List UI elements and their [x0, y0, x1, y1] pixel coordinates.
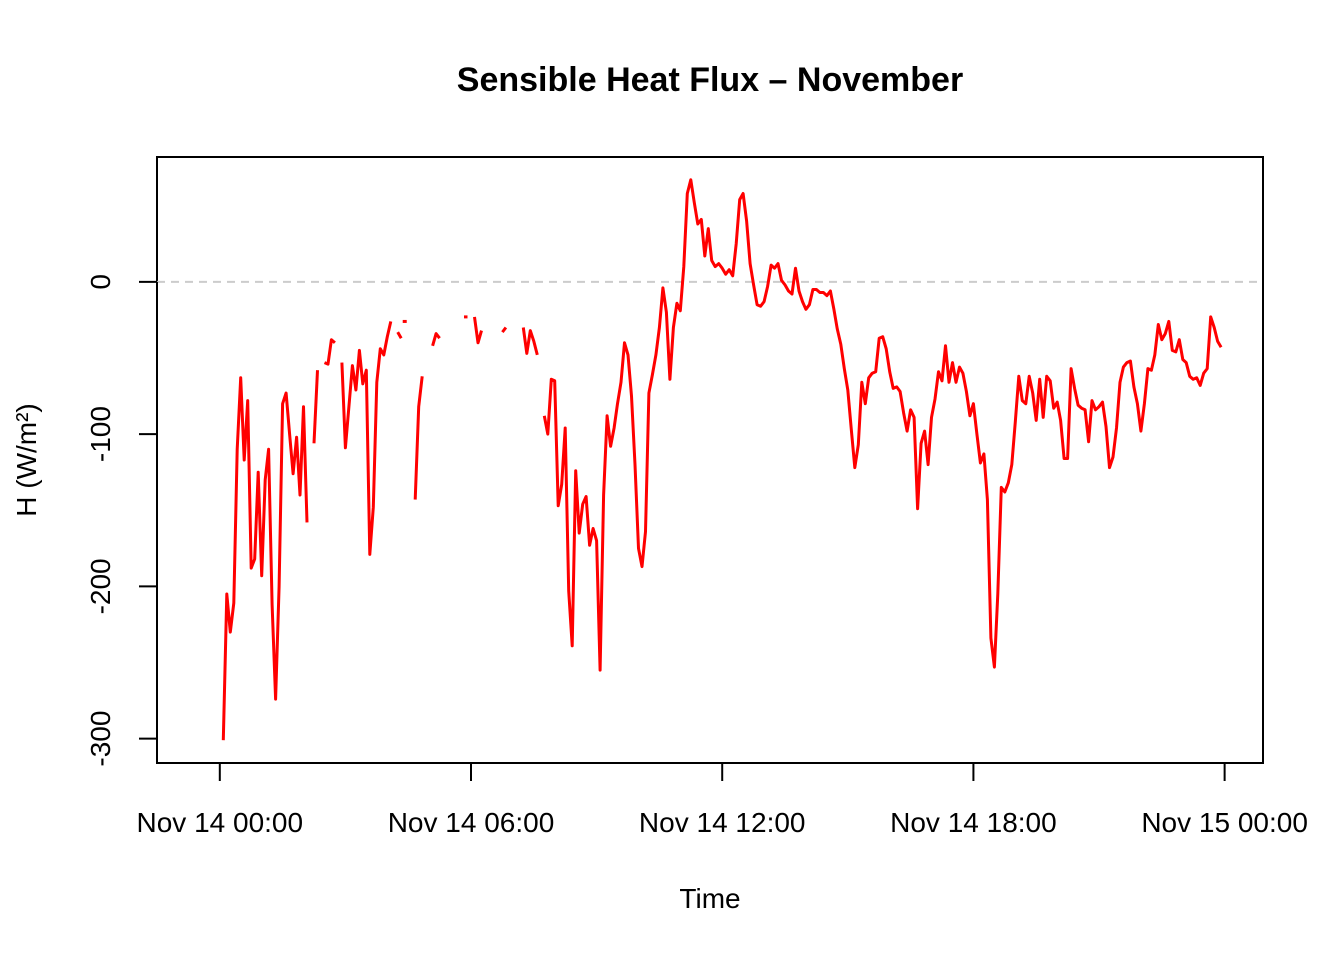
series-group	[221, 178, 1223, 741]
x-tick-label: Nov 14 00:00	[137, 807, 304, 838]
x-tick-label: Nov 15 00:00	[1141, 807, 1308, 838]
series-line-segment	[340, 321, 393, 556]
x-tick-label: Nov 14 06:00	[388, 807, 555, 838]
series-line-segment	[473, 316, 483, 345]
series-line-segment	[431, 332, 441, 347]
series-line-segment	[221, 376, 309, 741]
series-line-segment	[501, 326, 508, 334]
x-axis-label: Time	[679, 883, 740, 914]
y-axis: -300 -200 -100 0	[85, 274, 158, 767]
series-line-segment	[542, 178, 1223, 672]
x-tick-label: Nov 14 18:00	[890, 807, 1057, 838]
series-line-segment	[396, 331, 403, 339]
y-tick-label: -100	[85, 406, 116, 462]
chart-title: Sensible Heat Flux – November	[457, 61, 963, 99]
x-tick-label: Nov 14 12:00	[639, 807, 806, 838]
series-line-segment	[413, 376, 424, 500]
y-axis-label: H (W/m²)	[11, 403, 42, 517]
y-tick-label: -200	[85, 558, 116, 614]
series-line-segment	[323, 338, 336, 366]
x-axis: Nov 14 00:00 Nov 14 06:00 Nov 14 12:00 Nov …	[137, 762, 1308, 838]
series-line-segment	[312, 370, 319, 444]
series-line-segment	[521, 327, 539, 356]
y-tick-label: -300	[85, 711, 116, 767]
y-tick-label: 0	[85, 274, 116, 290]
